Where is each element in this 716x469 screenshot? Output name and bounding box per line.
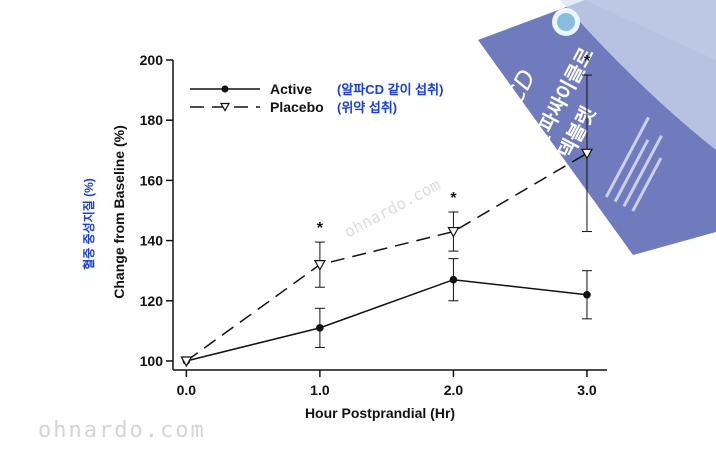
significance-star-1: *	[450, 190, 457, 207]
placebo-series-line	[185, 152, 588, 362]
legend-placebo-marker	[219, 102, 231, 112]
legend-placebo-note: (위약 섭취)	[337, 100, 397, 115]
legend-active-marker	[221, 85, 229, 93]
x-tick-label-3: 3.0	[577, 382, 597, 398]
y-tick-label-180: 180	[140, 112, 164, 128]
placebo-point-2	[447, 226, 460, 238]
y-axis-ticks: 100 120 140 160 180 200	[140, 52, 173, 369]
x-tick-label-0: 0.0	[177, 382, 197, 398]
significance-star-2: *	[584, 53, 591, 70]
y-tick-label-100: 100	[140, 353, 164, 369]
legend-placebo-label: Placebo	[270, 99, 324, 115]
product-box-brand: movinov	[474, 62, 501, 101]
x-tick-label-1: 1.0	[310, 382, 330, 398]
y-axis-title-korean: 혈중 중성지질 (%)	[81, 178, 96, 270]
y-axis-title: Change from Baseline (%)	[111, 125, 127, 298]
active-point-1	[316, 324, 324, 332]
watermark-bottom: ohnardo.com	[38, 418, 206, 443]
product-box-image: movinov α-CD 알파싸이클로 덱블렛	[474, 0, 716, 255]
y-tick-label-200: 200	[140, 52, 164, 68]
active-point-2	[449, 275, 458, 284]
x-axis-ticks: 0.0 1.0 2.0 3.0	[177, 370, 597, 398]
placebo-point-0	[180, 356, 193, 368]
significance-star-0: *	[317, 220, 324, 237]
placebo-point-1	[313, 260, 326, 271]
y-tick-label-160: 160	[140, 172, 164, 188]
x-axis-title: Hour Postprandial (Hr)	[305, 405, 455, 421]
y-tick-label-120: 120	[140, 293, 164, 309]
plot-area: * * *	[180, 53, 593, 368]
watermark-diagonal: ohnardo.com	[341, 175, 443, 242]
x-tick-label-2: 2.0	[444, 382, 464, 398]
legend: Active (알파CD 같이 섭취) Placebo (위약 섭취)	[190, 81, 443, 115]
active-point-3	[583, 290, 591, 299]
legend-active-label: Active	[270, 81, 312, 97]
legend-active-note: (알파CD 같이 섭취)	[337, 82, 443, 97]
y-tick-label-140: 140	[140, 233, 164, 249]
active-series-line	[186, 278, 588, 362]
placebo-point-3	[580, 148, 593, 160]
